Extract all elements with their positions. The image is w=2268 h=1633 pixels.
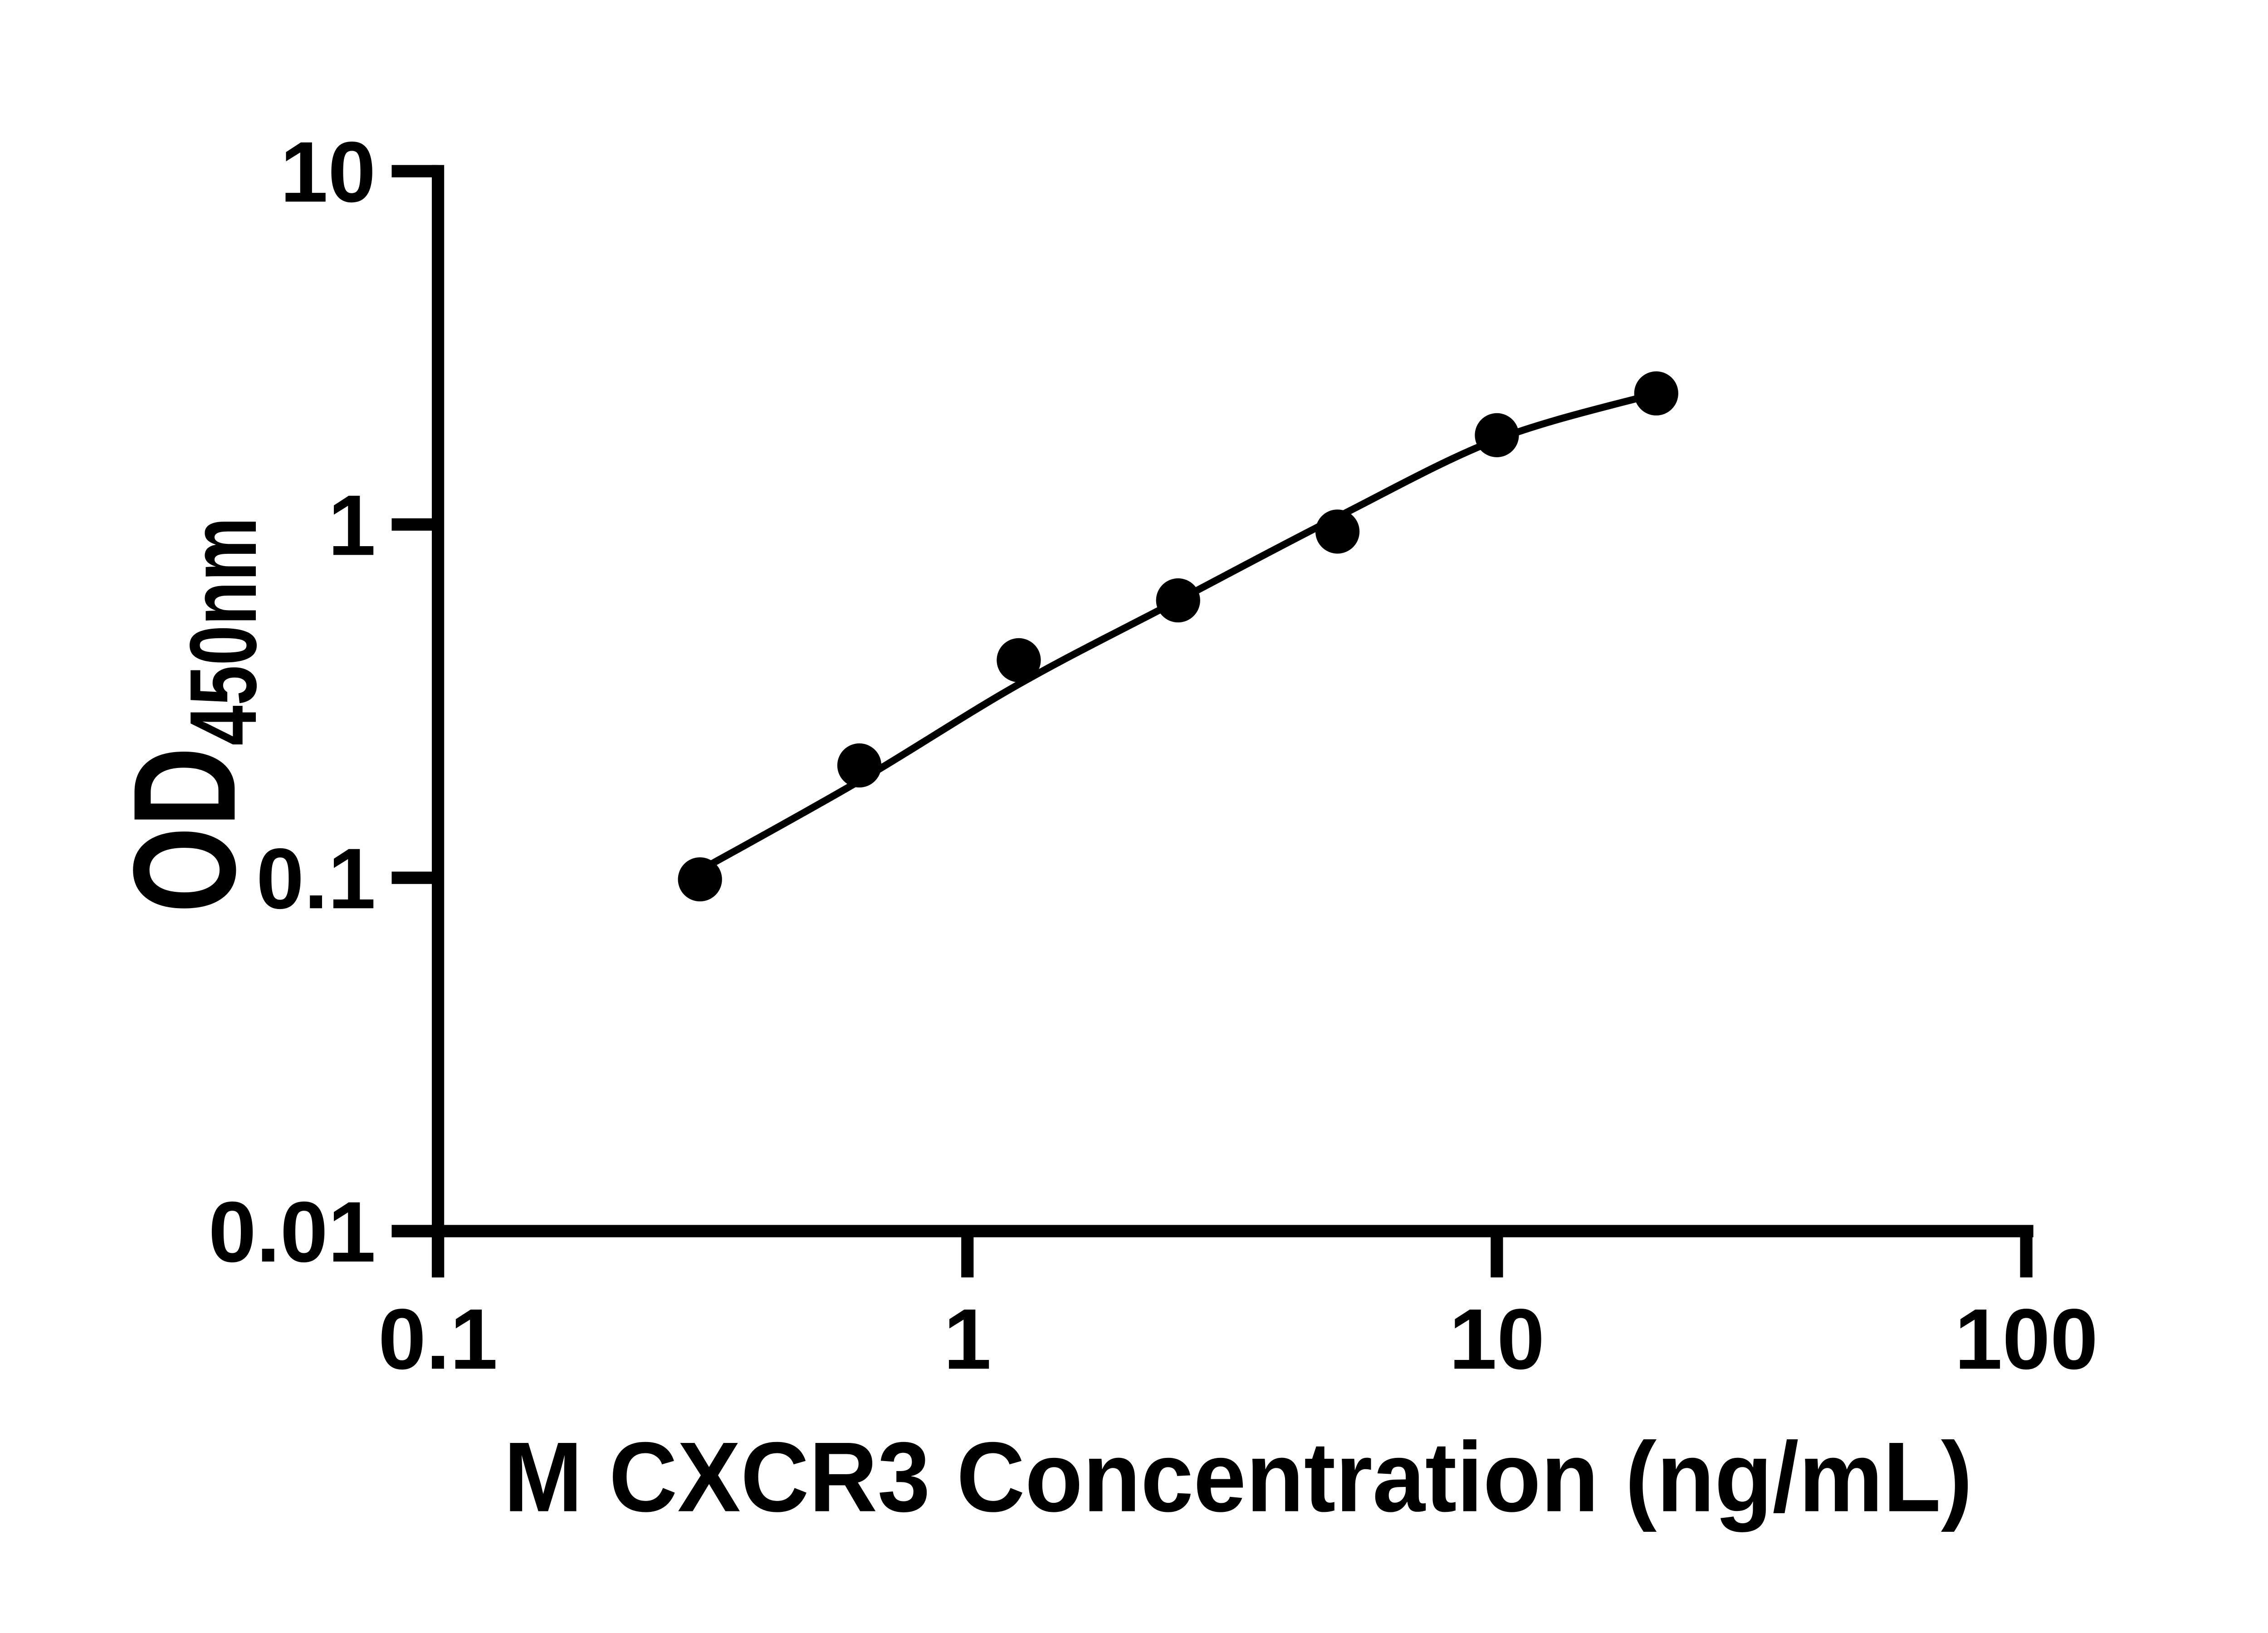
y-axis-title-main: OD <box>103 747 266 913</box>
svg-text:OD 450nm: OD 450nm <box>103 517 276 913</box>
y-tick-label: 10 <box>280 124 376 220</box>
data-point <box>1156 578 1200 623</box>
x-tick-label: 1 <box>943 1291 991 1387</box>
y-axis-title-subscript: 450nm <box>171 517 276 745</box>
y-tick-label: 0.01 <box>208 1184 376 1280</box>
data-point <box>1315 509 1360 554</box>
y-tick-label: 1 <box>328 477 376 573</box>
data-point <box>997 638 1041 683</box>
data-point <box>678 857 722 902</box>
data-point <box>1475 413 1519 457</box>
chart-background <box>0 22 2268 1611</box>
data-point-markers <box>678 371 1678 902</box>
x-axis-title: M CXCR3 Concentration (ng/mL) <box>503 1422 1972 1533</box>
x-tick-label: 10 <box>1449 1291 1545 1387</box>
data-point <box>837 743 882 788</box>
y-tick-label: 0.1 <box>256 831 376 927</box>
data-point <box>1634 371 1678 416</box>
x-tick-label: 0.1 <box>378 1291 498 1387</box>
axes <box>391 165 2033 1278</box>
x-tick-label: 100 <box>1955 1291 2098 1387</box>
y-axis-title: OD 450nm <box>103 517 276 913</box>
